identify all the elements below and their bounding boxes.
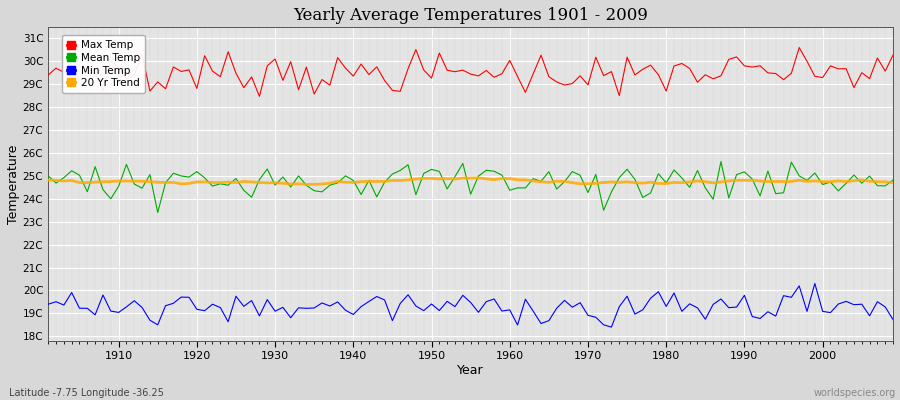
Legend: Max Temp, Mean Temp, Min Temp, 20 Yr Trend: Max Temp, Mean Temp, Min Temp, 20 Yr Tre… xyxy=(62,35,145,94)
X-axis label: Year: Year xyxy=(457,364,484,377)
Text: worldspecies.org: worldspecies.org xyxy=(814,388,896,398)
Text: Latitude -7.75 Longitude -36.25: Latitude -7.75 Longitude -36.25 xyxy=(9,388,164,398)
Title: Yearly Average Temperatures 1901 - 2009: Yearly Average Temperatures 1901 - 2009 xyxy=(293,7,648,24)
Y-axis label: Temperature: Temperature xyxy=(7,144,20,224)
